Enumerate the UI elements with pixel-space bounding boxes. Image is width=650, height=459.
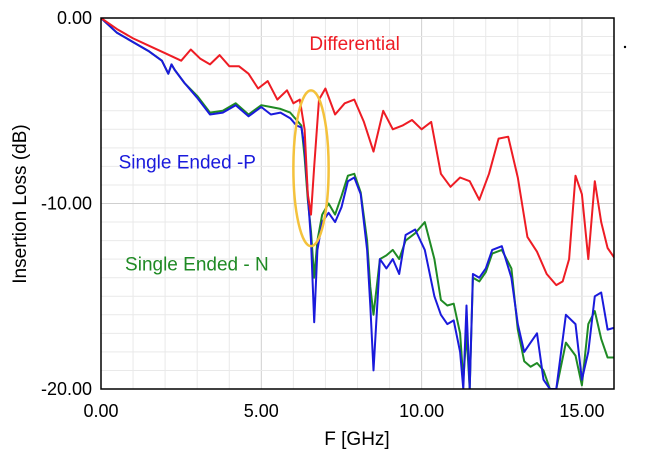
- series-annotation: Single Ended - N: [125, 255, 269, 276]
- series-line-differential: [101, 18, 614, 287]
- series-annotation: Differential: [309, 34, 399, 55]
- series-annotation: Single Ended -P: [119, 153, 256, 174]
- x-axis-title: F [GHz]: [324, 429, 389, 450]
- grid-lines: [101, 18, 614, 389]
- annotation-layer: Differential Single Ended -P Single Ended …: [119, 34, 400, 276]
- y-tick-label: 0.00: [57, 8, 92, 28]
- x-tick-label: 10.00: [399, 401, 444, 421]
- series-layer: [101, 18, 614, 389]
- tick-labels: 0.00 5.00 10.00 15.00 0.00 -10.00 -20.00: [41, 8, 605, 421]
- highlight-layer: [292, 89, 330, 248]
- series-line-single-ended-p: [101, 18, 614, 389]
- plot-frame: [100, 17, 615, 390]
- highlight-ellipse: [292, 89, 330, 248]
- x-tick-label: 5.00: [244, 401, 279, 421]
- x-tick-label: 15.00: [559, 401, 604, 421]
- y-axis-title: Insertion Loss (dB): [10, 124, 31, 283]
- x-tick-label: 0.00: [83, 401, 118, 421]
- y-tick-label: -20.00: [41, 379, 92, 399]
- stray-dot: [623, 45, 627, 49]
- y-tick-label: -10.00: [41, 194, 92, 214]
